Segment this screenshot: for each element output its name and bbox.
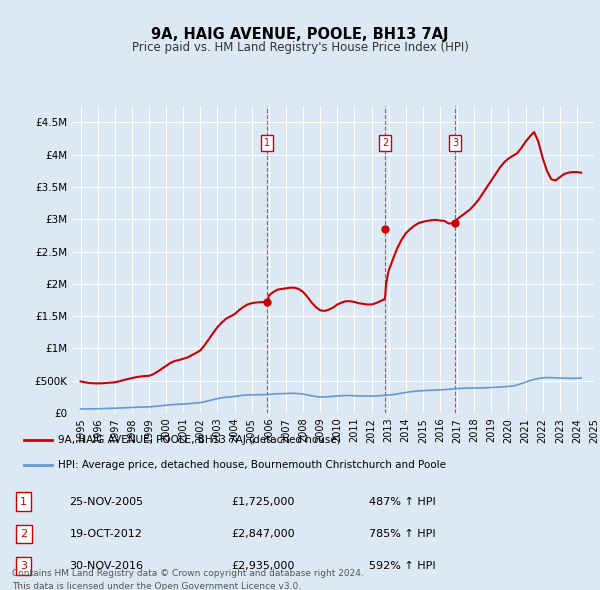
Text: 785% ↑ HPI: 785% ↑ HPI — [369, 529, 436, 539]
Text: 25-NOV-2005: 25-NOV-2005 — [70, 497, 144, 507]
Text: 3: 3 — [20, 561, 27, 571]
Text: Contains HM Land Registry data © Crown copyright and database right 2024.: Contains HM Land Registry data © Crown c… — [12, 569, 364, 578]
Text: 592% ↑ HPI: 592% ↑ HPI — [369, 561, 436, 571]
Text: Price paid vs. HM Land Registry's House Price Index (HPI): Price paid vs. HM Land Registry's House … — [131, 41, 469, 54]
Text: £1,725,000: £1,725,000 — [231, 497, 294, 507]
Text: 487% ↑ HPI: 487% ↑ HPI — [369, 497, 436, 507]
Text: 9A, HAIG AVENUE, POOLE, BH13 7AJ (detached house): 9A, HAIG AVENUE, POOLE, BH13 7AJ (detach… — [58, 435, 341, 445]
Text: 19-OCT-2012: 19-OCT-2012 — [70, 529, 142, 539]
Text: £2,935,000: £2,935,000 — [231, 561, 294, 571]
Text: 1: 1 — [264, 138, 270, 148]
Text: 2: 2 — [382, 138, 388, 148]
Text: HPI: Average price, detached house, Bournemouth Christchurch and Poole: HPI: Average price, detached house, Bour… — [58, 460, 446, 470]
Text: This data is licensed under the Open Government Licence v3.0.: This data is licensed under the Open Gov… — [12, 582, 301, 590]
Text: 9A, HAIG AVENUE, POOLE, BH13 7AJ: 9A, HAIG AVENUE, POOLE, BH13 7AJ — [151, 27, 449, 41]
Text: 1: 1 — [20, 497, 27, 507]
Text: £2,847,000: £2,847,000 — [231, 529, 295, 539]
Text: 3: 3 — [452, 138, 458, 148]
Text: 2: 2 — [20, 529, 27, 539]
Text: 30-NOV-2016: 30-NOV-2016 — [70, 561, 143, 571]
